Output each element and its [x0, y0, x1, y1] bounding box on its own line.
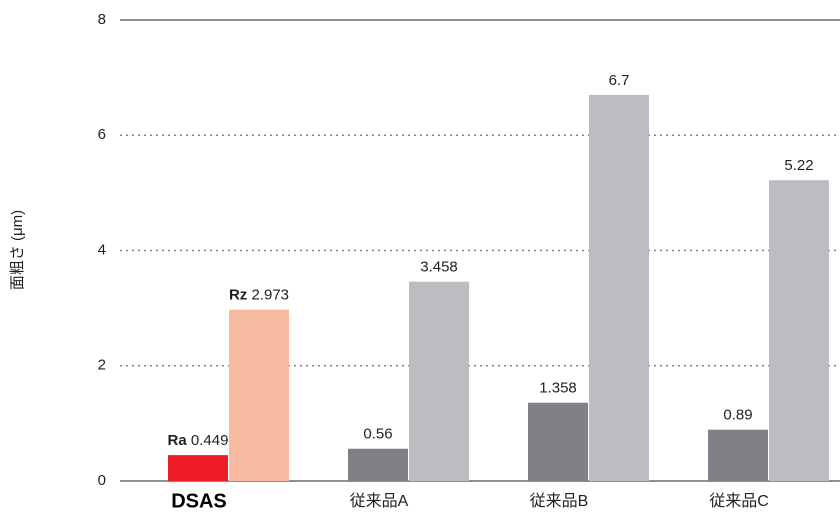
- x-tick-label: 従来品B: [530, 492, 589, 510]
- y-tick-label: 8: [98, 11, 106, 28]
- x-tick-label: 従来品C: [709, 492, 769, 510]
- value-text: 0.89: [723, 407, 752, 424]
- value-text: 0.56: [363, 426, 392, 443]
- value-label: 6.7: [609, 72, 630, 89]
- bar: [229, 309, 289, 481]
- value-text: 0.449: [191, 432, 229, 449]
- value-text: 3.458: [420, 259, 458, 276]
- x-tick-label: DSAS: [171, 490, 227, 512]
- value-label: 0.89: [723, 407, 752, 424]
- y-tick-label: 4: [98, 241, 106, 258]
- bar: [769, 180, 829, 481]
- bar: [589, 94, 649, 481]
- bar: [409, 281, 469, 481]
- y-tick-label: 0: [98, 472, 106, 489]
- value-text: 1.358: [539, 380, 577, 397]
- bar: [168, 455, 228, 481]
- value-label: 5.22: [784, 157, 813, 174]
- y-tick-label: 6: [98, 126, 106, 143]
- value-label: Rz 2.973: [229, 287, 289, 304]
- bar: [348, 448, 408, 481]
- value-text: 6.7: [609, 72, 630, 89]
- value-label: Ra 0.449: [168, 432, 229, 449]
- series-name: Ra: [168, 432, 191, 449]
- bar: [708, 429, 768, 481]
- value-text: 2.973: [251, 287, 289, 304]
- y-tick-label: 2: [98, 357, 106, 374]
- value-text: 5.22: [784, 157, 813, 174]
- bar: [528, 402, 588, 481]
- value-label: 1.358: [539, 380, 577, 397]
- value-label: 0.56: [363, 426, 392, 443]
- y-axis-label: 面粗さ (μm): [9, 210, 26, 290]
- value-label: 3.458: [420, 259, 458, 276]
- x-tick-label: 従来品A: [350, 492, 409, 510]
- series-name: Rz: [229, 287, 252, 304]
